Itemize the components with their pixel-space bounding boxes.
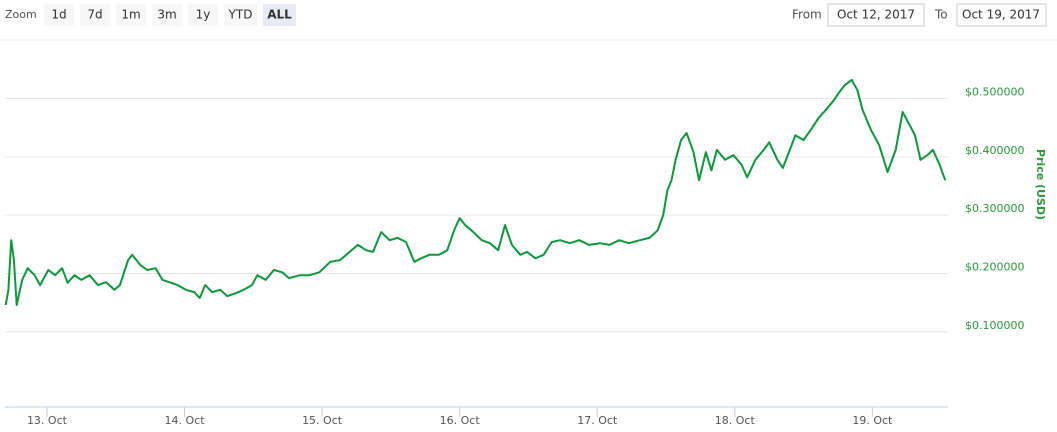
zoom-button-bg[interactable]: [188, 4, 218, 26]
zoom-button[interactable]: ALL: [263, 4, 296, 26]
zoom-button-bg[interactable]: [44, 4, 74, 26]
zoom-button[interactable]: YTD: [224, 4, 257, 26]
price-line: [4, 78, 947, 306]
zoom-button-bg[interactable]: [224, 4, 257, 26]
zoom-button-bg[interactable]: [263, 4, 296, 26]
y-tick-label: $0.500000: [965, 86, 1025, 99]
zoom-button[interactable]: 1y: [188, 4, 218, 26]
from-input[interactable]: [827, 3, 925, 27]
zoom-button-label[interactable]: 1m: [121, 8, 140, 22]
zoom-button[interactable]: 7d: [80, 4, 110, 26]
y-tick-label: $0.400000: [965, 144, 1025, 157]
x-tick-label: 15. Oct: [302, 414, 343, 427]
zoom-button-label[interactable]: YTD: [228, 8, 253, 22]
zoom-button-bg[interactable]: [80, 4, 110, 26]
zoom-button[interactable]: 1m: [116, 4, 146, 26]
from-label: From: [792, 8, 822, 22]
to-value[interactable]: Oct 19, 2017: [962, 8, 1040, 22]
x-tick-label: 19. Oct: [852, 414, 893, 427]
x-tick-label: 16. Oct: [440, 414, 481, 427]
x-tick-label: 13. Oct: [27, 414, 68, 427]
zoom-button[interactable]: 3m: [152, 4, 182, 26]
zoom-label: Zoom: [5, 8, 37, 21]
x-tick-label: 18. Oct: [715, 414, 756, 427]
x-tick-label: 14. Oct: [165, 414, 206, 427]
y-tick-label: $0.300000: [965, 202, 1025, 215]
to-label: To: [934, 8, 948, 22]
x-tick-label: 17. Oct: [577, 414, 618, 427]
zoom-button-label[interactable]: 7d: [87, 8, 102, 22]
zoom-button-bg[interactable]: [152, 4, 182, 26]
zoom-button-bg[interactable]: [116, 4, 146, 26]
y-tick-label: $0.200000: [965, 260, 1025, 273]
to-input[interactable]: [956, 3, 1047, 27]
zoom-button-label[interactable]: 1y: [196, 8, 211, 22]
y-tick-label: $0.100000: [965, 319, 1025, 332]
from-value[interactable]: Oct 12, 2017: [837, 8, 915, 22]
zoom-button[interactable]: 1d: [44, 4, 74, 26]
zoom-button-label[interactable]: ALL: [267, 8, 292, 22]
zoom-button-label[interactable]: 1d: [51, 8, 66, 22]
y-axis-title: Price (USD): [1034, 149, 1047, 220]
zoom-button-label[interactable]: 3m: [157, 8, 176, 22]
